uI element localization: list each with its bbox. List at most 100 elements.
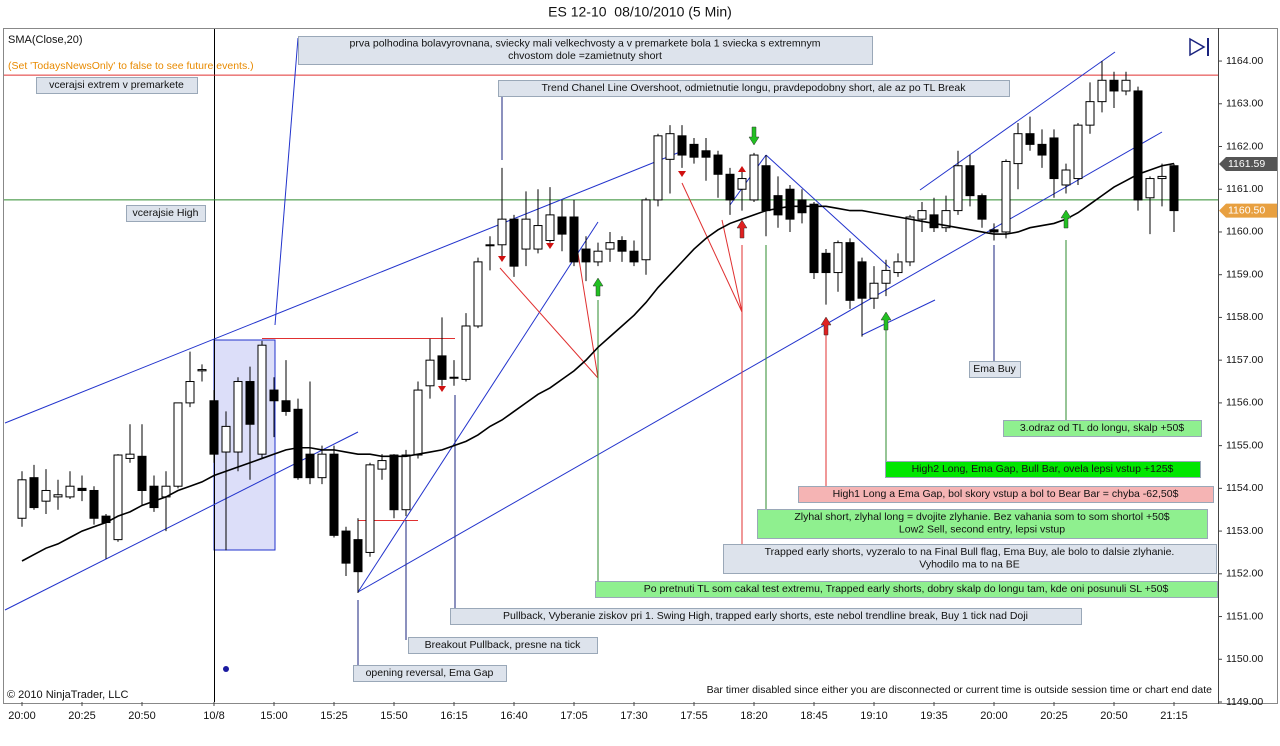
candle-body	[41, 489, 51, 502]
copyright: © 2010 NinjaTrader, LLC	[7, 689, 128, 701]
y-tick-label: 1156.00	[1226, 397, 1263, 409]
annotation-box	[723, 544, 1217, 574]
annotation-text: Zlyhal short, zlyhal long = dvojite zlyh…	[794, 511, 1169, 523]
annotation-box	[498, 80, 1010, 97]
annotation-text: chvostom dole =zamietnuty short	[508, 50, 662, 62]
candle-body	[293, 408, 303, 479]
candle-body	[905, 216, 915, 263]
trend-line	[274, 37, 299, 326]
y-tick-label: 1157.00	[1226, 354, 1263, 366]
y-tick-label: 1161.00	[1226, 183, 1263, 195]
x-tick-label: 17:05	[560, 710, 588, 722]
signal-arrow	[748, 126, 760, 146]
trend-line	[861, 299, 936, 336]
annotation-box	[885, 461, 1201, 478]
annotation-text: Po pretnuti TL som cakal test extremu, T…	[644, 583, 1169, 595]
candle-body	[1001, 160, 1011, 233]
candle-body	[833, 242, 843, 274]
y-tick-label: 1154.00	[1226, 482, 1263, 494]
candle-body	[497, 218, 507, 246]
candle-body	[857, 261, 867, 299]
trend-line	[919, 51, 1116, 191]
candle-body	[713, 154, 723, 175]
y-tick-label: 1153.00	[1226, 525, 1263, 537]
candle-body	[1073, 124, 1083, 180]
annotation-text: vcerajsi extrem v premarkete	[49, 79, 184, 91]
annotation-box	[36, 77, 198, 94]
annotation-text: Trend Chanel Line Overshoot, odmietnutie…	[542, 82, 967, 94]
candle-body	[917, 210, 927, 220]
candle-body	[1109, 79, 1119, 92]
candle-body	[953, 165, 963, 212]
signal-triangle	[546, 243, 554, 249]
candle-body	[629, 250, 639, 263]
status-text: Bar timer disabled since either you are …	[707, 684, 1213, 696]
annotation-text: High1 Long a Ema Gap, bol skory vstup a …	[833, 488, 1179, 500]
candle-body	[617, 240, 627, 252]
candle-body	[1037, 143, 1047, 156]
x-tick-label: 20:00	[980, 710, 1008, 722]
x-tick-label: 10/8	[203, 710, 224, 722]
candle-body	[977, 195, 987, 220]
annotation-box	[450, 608, 1082, 625]
candle-body	[461, 325, 471, 380]
candle-body	[1133, 90, 1143, 201]
y-tick-label: 1164.00	[1226, 55, 1263, 67]
panel-icon[interactable]	[1189, 37, 1209, 57]
y-tick-label: 1158.00	[1226, 311, 1263, 323]
annotation-box	[126, 205, 206, 222]
candle-body	[149, 485, 159, 509]
annotation-box	[1003, 420, 1202, 437]
candle-body	[1013, 133, 1023, 165]
candle-body	[245, 381, 255, 425]
signal-arrow	[1060, 209, 1072, 229]
candle-body	[1049, 137, 1059, 180]
x-tick-label: 18:45	[800, 710, 828, 722]
x-tick-label: 18:20	[740, 710, 768, 722]
candle-body	[53, 494, 63, 498]
signal-arrow	[820, 316, 832, 336]
annotation-box	[595, 581, 1218, 598]
candle-body	[233, 381, 243, 453]
candle-body	[1157, 175, 1167, 180]
trend-line	[4, 151, 681, 424]
candle-body	[881, 269, 891, 284]
price-marker-label: 1160.50	[1228, 204, 1265, 216]
candle-body	[329, 453, 339, 536]
x-tick-label: 20:50	[1100, 710, 1128, 722]
candle-body	[269, 389, 279, 402]
candle-body	[1097, 79, 1107, 103]
candle-body	[377, 460, 387, 470]
candle-body	[689, 143, 699, 158]
annotation-box	[969, 361, 1021, 378]
candle-body	[605, 242, 615, 250]
icon-triangle[interactable]	[1189, 37, 1206, 57]
candle-body	[449, 376, 459, 379]
trend-line	[765, 154, 891, 269]
trend-line	[729, 154, 767, 206]
annotation-text: Trapped early shorts, vyzeralo to na Fin…	[765, 546, 1175, 558]
chart-title: ES 12-10 08/10/2010 (5 Min)	[548, 4, 732, 20]
candle-body	[401, 454, 411, 511]
annotation-text: prva polhodina bolavyrovnana, sviecky ma…	[350, 38, 821, 50]
candle-body	[197, 369, 207, 372]
candle-body	[749, 154, 759, 201]
trend-line	[357, 221, 599, 593]
price-marker-label: 1161.59	[1228, 158, 1265, 170]
candle-body	[341, 530, 351, 564]
annotation-text: Low2 Sell, second entry, lepsi vstup	[899, 524, 1065, 536]
marker-dot	[223, 666, 229, 672]
signal-arrow	[592, 277, 604, 297]
candle-body	[941, 210, 951, 229]
annotation-text: 3.odraz od TL do longu, skalp +50$	[1020, 422, 1184, 434]
x-tick-label: 20:00	[8, 710, 36, 722]
y-tick-label: 1152.00	[1226, 568, 1263, 580]
candle-body	[437, 355, 447, 380]
x-tick-label: 19:10	[860, 710, 888, 722]
x-tick-label: 16:40	[500, 710, 528, 722]
annotation-text: Ema Buy	[973, 363, 1016, 375]
candle-body	[65, 485, 75, 498]
x-tick-label: 21:15	[1160, 710, 1188, 722]
candle-body	[545, 214, 555, 242]
candle-body	[137, 455, 147, 491]
